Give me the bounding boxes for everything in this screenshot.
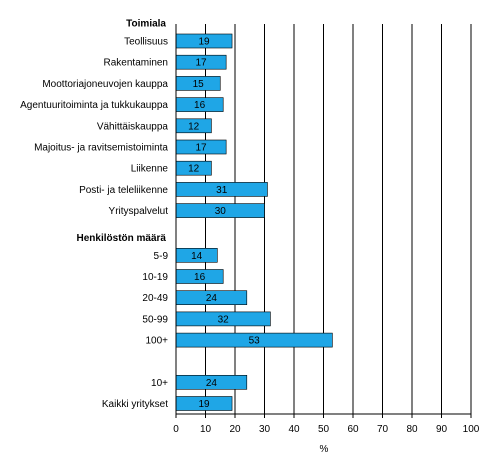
bar-value-label: 31 [216, 185, 228, 196]
gridlines [205, 24, 472, 414]
x-tick-label: 90 [436, 424, 448, 435]
category-label: 20-49 [142, 293, 168, 304]
x-tick-label: 100 [463, 424, 480, 435]
group-heading: Toimiala [126, 19, 166, 30]
bar-value-label: 14 [191, 251, 203, 262]
bar-value-label: 16 [194, 100, 206, 111]
x-tick-label: 10 [200, 424, 212, 435]
category-label: Yrityspalvelut [109, 206, 169, 217]
bar-value-label: 17 [196, 143, 208, 154]
bar-value-label: 17 [196, 58, 208, 69]
category-label: Rakentaminen [104, 58, 168, 69]
x-tick-label: 20 [229, 424, 241, 435]
bar-value-label: 30 [215, 206, 227, 217]
x-axis-title: % [320, 444, 329, 455]
bar-value-label: 12 [188, 121, 200, 132]
category-label: 50-99 [142, 314, 168, 325]
category-label: 100+ [145, 336, 168, 347]
bar-value-label: 32 [218, 314, 230, 325]
x-tick-label: 70 [377, 424, 389, 435]
category-label: Kaikki yritykset [102, 399, 168, 410]
bar-value-label: 24 [206, 378, 218, 389]
category-label: 10+ [151, 378, 168, 389]
x-tick-label: 40 [288, 424, 300, 435]
x-axis: 0 10 20 30 40 50 60 70 80 90 100 [173, 24, 480, 435]
bar-value-label: 19 [198, 399, 210, 410]
category-label: Agentuuritoiminta ja tukkukauppa [20, 100, 168, 111]
category-label: Liikenne [131, 164, 169, 175]
group-heading: Henkilöstön määrä [77, 233, 167, 244]
x-tick-label: 0 [173, 424, 179, 435]
category-label: Majoitus- ja ravitsemistoiminta [34, 143, 168, 154]
x-tick-label: 60 [347, 424, 359, 435]
x-tick-label: 80 [406, 424, 418, 435]
category-label: Vähittäiskauppa [97, 121, 169, 132]
category-label: Teollisuus [124, 37, 168, 48]
bar-value-label: 53 [249, 336, 261, 347]
category-label: Moottoriajoneuvojen kauppa [42, 79, 168, 90]
bar-value-label: 15 [193, 79, 205, 90]
bar-value-label: 12 [188, 164, 200, 175]
bar-value-label: 19 [198, 37, 210, 48]
category-label: 5-9 [154, 251, 169, 262]
category-label: Posti- ja teleliikenne [79, 185, 168, 196]
x-tick-label: 50 [318, 424, 330, 435]
category-labels: Toimiala Teollisuus Rakentaminen Moottoriaj… [20, 19, 168, 411]
bar-value-label: 24 [206, 293, 218, 304]
x-tick-label: 30 [259, 424, 271, 435]
category-label: 10-19 [142, 272, 168, 283]
bar-value-label: 16 [194, 272, 206, 283]
